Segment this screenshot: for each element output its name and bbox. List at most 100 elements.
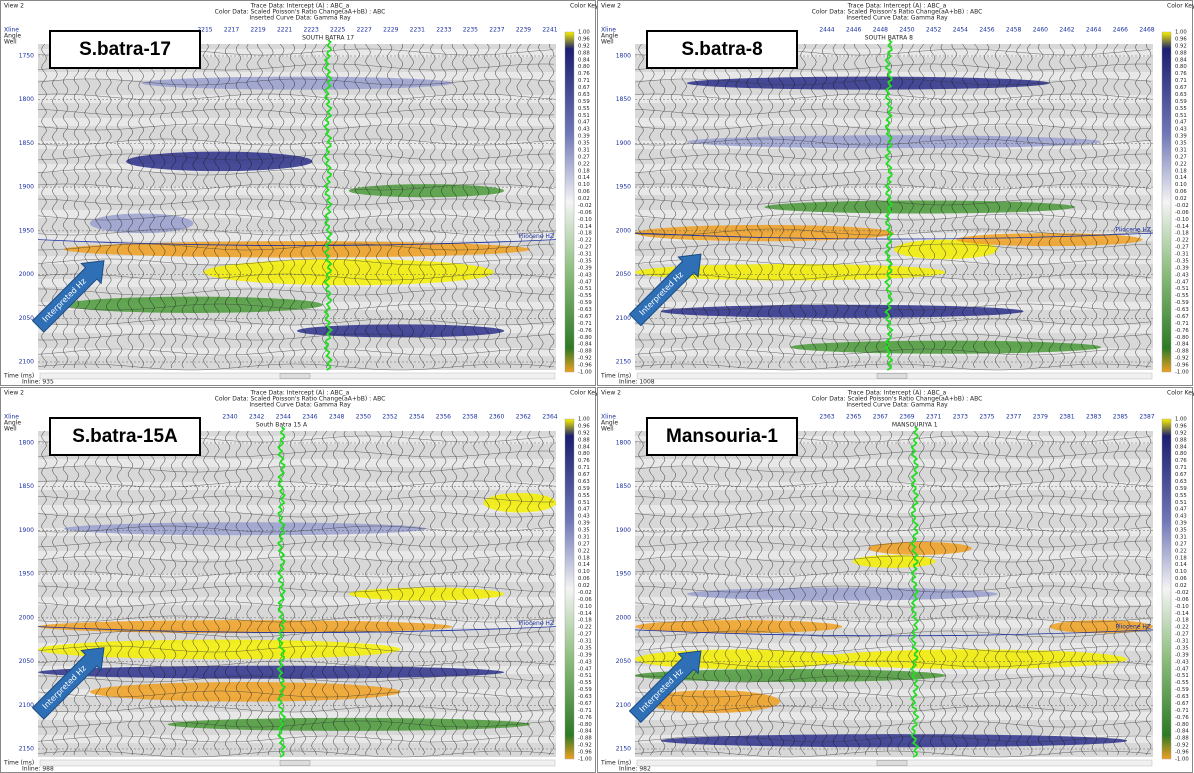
color-key-label: -0.55 [1175, 293, 1189, 299]
color-key-label: -0.76 [578, 715, 592, 721]
color-key-label: 0.96 [1175, 423, 1187, 429]
color-key-label: -0.10 [578, 604, 592, 610]
color-key-label: -0.59 [578, 300, 592, 306]
amplitude-anomaly [64, 522, 427, 535]
xline-tick: 2448 [873, 27, 888, 34]
color-key-label: 0.59 [578, 486, 590, 492]
color-key-label: 0.71 [578, 465, 590, 471]
color-key-label: -0.35 [1175, 645, 1189, 651]
gray-band [635, 712, 1153, 720]
color-key-label: 0.71 [578, 78, 590, 84]
time-tick: 1950 [19, 227, 34, 234]
gray-band [635, 256, 1153, 264]
color-key-label: -0.59 [578, 687, 592, 693]
color-key-title: Color Key [1167, 3, 1194, 10]
color-key-label: -0.80 [1175, 722, 1189, 728]
scroll-thumb [877, 374, 907, 379]
color-key-label: -0.63 [1175, 307, 1189, 313]
color-key-label: 0.55 [578, 106, 590, 112]
color-key-label: 0.47 [1175, 120, 1187, 126]
xline-tick: 2373 [953, 414, 968, 421]
color-key-label: -1.00 [1175, 757, 1189, 763]
time-tick: 2150 [616, 359, 631, 366]
color-key-label: 0.47 [578, 507, 590, 513]
color-key-label: -0.63 [1175, 694, 1189, 700]
color-key-label: 0.76 [1175, 458, 1187, 464]
color-key-label: -0.71 [1175, 708, 1189, 714]
xline-tick: 2466 [1113, 27, 1128, 34]
color-key-label: 0.22 [1175, 548, 1187, 554]
color-key-label: -0.67 [1175, 701, 1189, 707]
color-key-label: 0.51 [578, 500, 590, 506]
amplitude-anomaly [635, 649, 842, 669]
xline-tick: 2350 [356, 414, 371, 421]
color-key-label: -0.55 [1175, 680, 1189, 686]
color-key-label: 0.22 [1175, 161, 1187, 167]
xline-tick: 2346 [302, 414, 317, 421]
time-tick: 1850 [19, 140, 34, 147]
color-key-label: 0.35 [1175, 141, 1187, 147]
xline-tick: 2356 [436, 414, 451, 421]
amplitude-anomaly [853, 555, 936, 568]
inline-label: Inline: 988 [22, 766, 54, 773]
time-tick: 2100 [19, 359, 34, 366]
color-key-label: 0.92 [1175, 430, 1187, 436]
color-key-label: -0.06 [1175, 210, 1189, 216]
time-tick: 1800 [19, 440, 34, 447]
color-key-label: -0.96 [1175, 750, 1189, 756]
time-tick: 1850 [616, 483, 631, 490]
color-key-label: -1.00 [578, 757, 592, 763]
time-tick: 2150 [616, 746, 631, 753]
color-key-label: 0.02 [578, 583, 590, 589]
color-key-label: 0.76 [578, 71, 590, 77]
color-key-label: -0.02 [578, 590, 592, 596]
xline-tick: 2385 [1113, 414, 1128, 421]
color-key-label: -0.51 [578, 286, 592, 292]
color-key-label: -0.10 [1175, 217, 1189, 223]
color-key-label: -0.39 [1175, 652, 1189, 658]
color-key-label: 0.31 [1175, 534, 1187, 540]
color-key-label: 0.55 [1175, 106, 1187, 112]
horizon-label: Pliocene HZ [518, 233, 554, 240]
amplitude-anomaly [687, 77, 1050, 90]
color-key-bar [1162, 32, 1171, 372]
view-label: View 2 [601, 390, 621, 397]
color-key-label: 0.02 [578, 196, 590, 202]
color-key-label: -0.96 [1175, 363, 1189, 369]
color-key-label: -0.35 [578, 645, 592, 651]
well-name: South Batra 15 A [256, 422, 308, 429]
color-key-label: 0.59 [578, 99, 590, 105]
color-key-label: 0.27 [1175, 154, 1187, 160]
xline-tick: 2344 [276, 414, 291, 421]
color-key-label: -0.51 [1175, 673, 1189, 679]
color-key-label: -0.14 [1175, 611, 1189, 617]
well-label: Well [4, 39, 17, 46]
xline-tick: 2227 [357, 27, 372, 34]
color-key-label: -0.55 [578, 680, 592, 686]
color-key-label: 0.84 [578, 444, 590, 450]
scroll-thumb [877, 761, 907, 766]
view-label: View 2 [4, 390, 24, 397]
xline-tick: 2375 [979, 414, 994, 421]
xline-tick: 2362 [516, 414, 531, 421]
amplitude-anomaly [483, 493, 556, 513]
color-key-label: -0.76 [1175, 328, 1189, 334]
xline-tick: 2237 [489, 27, 504, 34]
color-key-label: -0.71 [578, 708, 592, 714]
xline-tick: 2352 [382, 414, 397, 421]
time-tick: 2150 [19, 746, 34, 753]
time-tick: 1900 [19, 527, 34, 534]
color-key-label: 1.00 [578, 30, 590, 36]
color-key-label: 0.67 [578, 85, 590, 91]
time-tick: 1800 [616, 53, 631, 60]
color-key-label: -0.35 [1175, 258, 1189, 264]
time-tick: 1950 [19, 571, 34, 578]
color-key-label: -0.80 [1175, 335, 1189, 341]
color-key-label: 0.84 [1175, 444, 1187, 450]
color-key-label: 0.80 [1175, 451, 1187, 457]
color-key-label: 0.92 [578, 43, 590, 49]
time-tick: 1850 [19, 483, 34, 490]
color-key-label: -0.14 [1175, 224, 1189, 230]
well-label: Well [4, 426, 17, 433]
color-key-label: -0.96 [578, 750, 592, 756]
